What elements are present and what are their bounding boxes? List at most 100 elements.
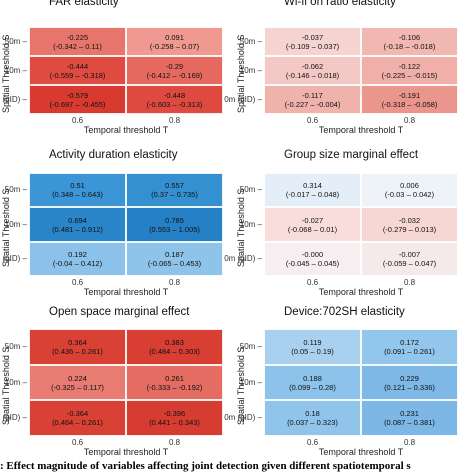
cell-value: 0.187 <box>165 249 184 259</box>
y-axis-label: Spatial Threshold S <box>1 188 11 267</box>
cell-ci: (-0.342 – 0.11) <box>53 41 102 51</box>
y-axis-label: Spatial Threshold S <box>1 34 11 113</box>
heatmap-cell <box>29 27 126 56</box>
heatmap-cell <box>29 56 126 85</box>
heatmap-cell <box>126 400 223 436</box>
heatmap-cell <box>29 364 126 401</box>
heatmap-cell <box>29 173 126 208</box>
x-tick-label: 0.8 <box>168 438 181 447</box>
panel-title: Open space marginal effect <box>49 306 190 318</box>
heatmap-cell <box>126 329 223 365</box>
cell-value: 0.364 <box>68 337 87 347</box>
cell-ci: (0.464 – 0.261) <box>52 418 103 428</box>
y-tick-label: 50m – <box>239 36 262 46</box>
cell-ci: (0.484 – 0.303) <box>149 346 200 356</box>
panel-title: Device:702SH elasticity <box>284 306 405 318</box>
heatmap-cell <box>29 329 126 365</box>
heatmap-cell <box>361 207 458 242</box>
heatmap-cell <box>29 207 126 242</box>
heatmap-cell <box>264 364 361 401</box>
cell-ci: (-0.109 – 0.037) <box>285 41 340 51</box>
panel-title: Wi-fi on ratio elasticity <box>284 0 396 8</box>
cell-ci: (0.348 – 0.643) <box>52 190 103 200</box>
cell-value: -0.000 <box>301 249 324 259</box>
heatmap-cell <box>126 85 223 114</box>
cell-value: -0.364 <box>66 409 89 419</box>
cell-ci: (-0.045 – 0.045) <box>285 258 340 268</box>
y-tick-label: 10m – <box>239 377 262 387</box>
heatmap-cell <box>126 27 223 56</box>
x-axis-label: Temporal threshold T <box>83 125 169 135</box>
cell-ci: (-0.18 – -0.018) <box>383 41 436 51</box>
cell-value: -0.122 <box>398 61 421 71</box>
x-axis-label: Temporal threshold T <box>83 287 169 297</box>
cell-value: 0.261 <box>165 373 184 383</box>
x-axis-label: Temporal threshold T <box>318 447 404 457</box>
x-tick-label: 0.6 <box>71 116 84 125</box>
y-tick-label: 50m – <box>239 185 262 195</box>
x-axis-label: Temporal threshold T <box>318 287 404 297</box>
heatmap-cell <box>361 173 458 208</box>
cell-value: 0.785 <box>165 215 184 225</box>
x-tick-label: 0.6 <box>71 438 84 447</box>
y-tick-label: 0m (gID) – <box>224 94 262 104</box>
heatmap-cell <box>361 241 458 276</box>
heatmap-cell <box>264 27 361 56</box>
panel-title: FAR elasticity <box>49 0 119 8</box>
cell-ci: (-0.333 – -0.192) <box>146 382 203 392</box>
heatmap-cell <box>264 241 361 276</box>
cell-ci: (-0.225 – -0.015) <box>381 70 438 80</box>
cell-ci: (0.121 – 0.336) <box>384 382 435 392</box>
x-tick-label: 0.8 <box>168 116 181 125</box>
y-tick-label: 10m – <box>239 219 262 229</box>
cell-value: -0.396 <box>163 409 186 419</box>
y-tick-label: 50m – <box>4 341 27 351</box>
y-tick-label: 50m – <box>239 341 262 351</box>
y-tick-label: 0m (gID) – <box>0 94 27 104</box>
heatmap-cell <box>126 56 223 85</box>
x-axis-label: Temporal threshold T <box>318 125 404 135</box>
cell-ci: (-0.065 – 0.453) <box>147 258 202 268</box>
cell-value: 0.192 <box>68 249 87 259</box>
cell-value: 0.229 <box>400 373 419 383</box>
x-tick-label: 0.8 <box>168 278 181 287</box>
cell-value: 0.224 <box>68 373 87 383</box>
heatmap-cell <box>264 56 361 85</box>
heatmap-cell <box>361 400 458 436</box>
y-tick-label: 0m (gID) – <box>0 413 27 423</box>
heatmap-cell <box>361 364 458 401</box>
heatmap-cell <box>29 400 126 436</box>
y-axis-label: Spatial Threshold S <box>236 34 246 113</box>
y-tick-label: 50m – <box>4 36 27 46</box>
cell-ci: (-0.227 – -0.004) <box>284 99 341 109</box>
x-tick-label: 0.6 <box>306 116 319 125</box>
figure-caption: : Effect magnitude of variables affectin… <box>0 460 411 472</box>
cell-value: 0.557 <box>165 181 184 191</box>
y-tick-label: 0m (gID) – <box>224 253 262 263</box>
cell-ci: (-0.146 – 0.018) <box>285 70 340 80</box>
cell-value: 0.172 <box>400 337 419 347</box>
cell-value: -0.191 <box>398 90 421 100</box>
cell-ci: (0.05 – 0.19) <box>291 346 334 356</box>
cell-value: 0.18 <box>305 409 320 419</box>
cell-value: 0.119 <box>303 337 322 347</box>
x-tick-label: 0.6 <box>71 278 84 287</box>
heatmap-cell <box>264 400 361 436</box>
heatmap-cell <box>126 364 223 401</box>
cell-value: 0.383 <box>165 337 184 347</box>
cell-value: -0.225 <box>66 32 89 42</box>
cell-ci: (-0.017 – 0.048) <box>285 190 340 200</box>
heatmap-cell <box>264 207 361 242</box>
cell-ci: (-0.603 – -0.313) <box>146 99 203 109</box>
cell-value: 0.231 <box>400 409 419 419</box>
x-tick-label: 0.8 <box>403 438 416 447</box>
cell-value: -0.027 <box>301 215 324 225</box>
cell-value: -0.117 <box>302 90 323 100</box>
y-tick-label: 10m – <box>4 377 27 387</box>
heatmap-cell <box>264 85 361 114</box>
heatmap-cell <box>126 241 223 276</box>
y-tick-label: 0m (gID) – <box>0 253 27 263</box>
cell-ci: (-0.059 – 0.047) <box>382 258 437 268</box>
x-axis-label: Temporal threshold T <box>83 447 169 457</box>
